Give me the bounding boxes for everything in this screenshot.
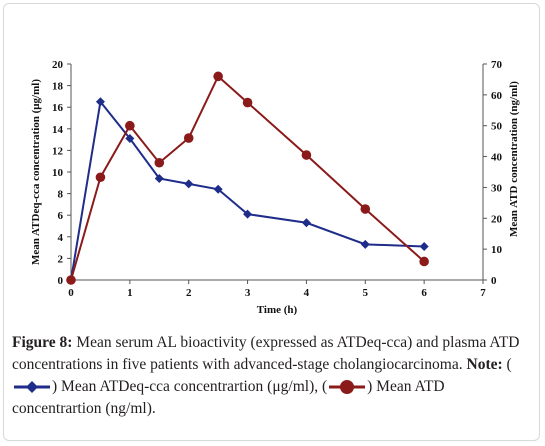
series-2-point xyxy=(360,204,371,214)
legend-diamond-icon xyxy=(14,381,50,394)
y-tick-label: 8 xyxy=(58,189,64,201)
legend-circle-icon xyxy=(329,380,366,395)
series-2-point xyxy=(183,133,194,143)
series-1-point xyxy=(154,173,164,183)
x-tick-label: 3 xyxy=(245,287,251,299)
y-tick-label: 18 xyxy=(52,81,64,93)
figure-frame xyxy=(3,3,540,441)
y2-tick-label: 40 xyxy=(491,152,503,164)
y-axis-label: Mean ATDeq-cca concentration (μg/ml) xyxy=(30,79,42,265)
series-1-point xyxy=(301,218,311,228)
series-1-point xyxy=(125,134,135,144)
series-1-line xyxy=(70,99,425,281)
series-2-point xyxy=(213,71,223,82)
note-label: Note: xyxy=(466,356,503,373)
x-tick-label: 0 xyxy=(68,287,74,299)
y2-tick-label: 30 xyxy=(491,182,503,194)
chart-marks xyxy=(66,71,429,285)
y2-tick-label: 50 xyxy=(491,121,503,133)
y-tick-label: 20 xyxy=(52,59,64,71)
series-2 xyxy=(66,71,429,285)
series-1-point xyxy=(419,242,429,252)
figure-caption: Figure 8: Mean serum AL bioactivity (exp… xyxy=(12,332,532,420)
y2-tick-label: 20 xyxy=(491,213,503,225)
y-tick-label: 4 xyxy=(58,232,64,244)
y-tick-label: 6 xyxy=(58,210,64,222)
x-axis-label: Time (h) xyxy=(257,304,298,316)
y2-tick-label: 70 xyxy=(491,59,503,71)
x-tick-label: 7 xyxy=(480,287,486,299)
y-tick-label: 10 xyxy=(52,167,64,179)
y-tick-label: 16 xyxy=(52,102,64,114)
x-tick-label: 6 xyxy=(421,287,427,299)
series-2-line xyxy=(70,74,425,281)
x-tick-label: 2 xyxy=(186,287,192,299)
series-2-point xyxy=(66,275,76,285)
series-1-point xyxy=(243,209,253,219)
y-tick-label: 2 xyxy=(58,253,64,265)
series-1-point xyxy=(184,179,194,189)
y2-tick-label: 0 xyxy=(491,275,497,287)
x-tick-label: 4 xyxy=(304,287,310,299)
x-tick-label: 1 xyxy=(127,287,133,299)
legend-series1-text: ) Mean ATDeq-cca concentrartion (μg/ml),… xyxy=(52,378,328,395)
figure-label: Figure 8: xyxy=(12,334,73,351)
caption-text: Mean serum AL bioactivity (expressed as … xyxy=(12,334,520,373)
series-2-point xyxy=(242,97,253,108)
y2-tick-label: 60 xyxy=(491,90,503,102)
series-1-point xyxy=(360,239,370,249)
y-tick-label: 12 xyxy=(52,145,64,157)
paren-open: ( xyxy=(502,356,512,373)
series-2-point xyxy=(301,150,312,160)
series-2-point xyxy=(419,256,429,267)
series-1-point xyxy=(213,184,223,194)
y2-tick-label: 10 xyxy=(491,244,503,256)
series-2-point xyxy=(154,157,165,168)
series-2-point xyxy=(95,172,106,183)
x-tick-label: 5 xyxy=(363,287,369,299)
y-tick-label: 0 xyxy=(58,275,64,287)
series-1-point xyxy=(95,97,105,107)
y-tick-label: 14 xyxy=(52,124,64,136)
y2-axis-label: Mean ATD concentration (ng/ml) xyxy=(508,81,520,237)
series-1 xyxy=(66,97,429,285)
legend-series2-text: ) Mean ATD concentrartion (ng/ml). xyxy=(12,378,445,417)
series-2-point xyxy=(125,120,135,131)
